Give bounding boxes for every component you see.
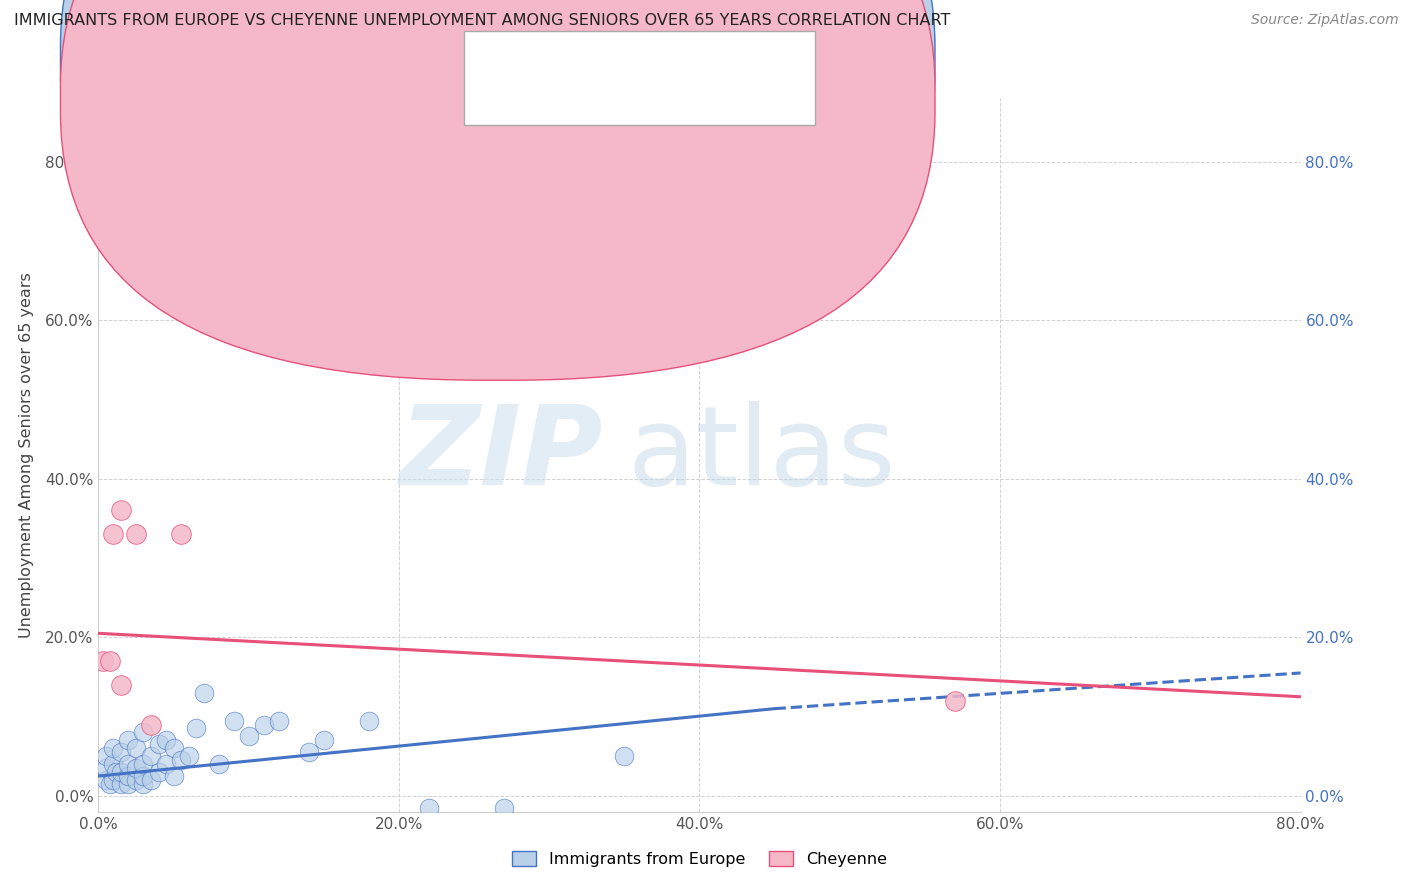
Point: [155, 757, 177, 772]
Point: [132, 757, 155, 772]
Text: atlas: atlas: [627, 401, 896, 508]
Text: 45: 45: [679, 51, 702, 69]
Point: [110, 678, 132, 692]
Point: [110, 765, 132, 780]
Point: [162, 769, 184, 783]
Point: [139, 749, 162, 764]
Text: Source: ZipAtlas.com: Source: ZipAtlas.com: [1251, 13, 1399, 28]
Point: [132, 769, 155, 783]
Point: [155, 733, 177, 747]
Point: [94, 749, 117, 764]
Point: [267, 714, 290, 728]
Point: [100, 654, 122, 668]
Y-axis label: Unemployment Among Seniors over 65 years: Unemployment Among Seniors over 65 years: [18, 272, 34, 638]
Point: [103, 741, 125, 756]
Point: [117, 757, 139, 772]
Text: 11: 11: [679, 90, 707, 108]
Point: [139, 772, 162, 787]
Point: [103, 757, 125, 772]
Point: [418, 801, 440, 815]
Text: IMMIGRANTS FROM EUROPE VS CHEYENNE UNEMPLOYMENT AMONG SENIORS OVER 65 YEARS CORR: IMMIGRANTS FROM EUROPE VS CHEYENNE UNEMP…: [14, 13, 950, 29]
Point: [148, 765, 170, 780]
Text: N =: N =: [637, 51, 673, 69]
Point: [117, 777, 139, 791]
Point: [943, 694, 966, 708]
Point: [103, 527, 125, 541]
Point: [132, 725, 155, 739]
Text: R =: R =: [522, 51, 558, 69]
Point: [162, 234, 184, 248]
Text: ZIP: ZIP: [399, 401, 603, 508]
Point: [100, 777, 122, 791]
Point: [298, 745, 321, 759]
Point: [125, 772, 148, 787]
FancyBboxPatch shape: [60, 0, 935, 380]
Point: [117, 733, 139, 747]
FancyBboxPatch shape: [60, 0, 935, 341]
Point: [162, 741, 184, 756]
Point: [91, 654, 114, 668]
Point: [208, 757, 231, 772]
Point: [139, 717, 162, 731]
Point: [312, 733, 335, 747]
Point: [238, 730, 260, 744]
Point: [253, 717, 276, 731]
Text: N =: N =: [637, 90, 673, 108]
Point: [125, 741, 148, 756]
Point: [184, 722, 207, 736]
Point: [177, 749, 200, 764]
Point: [125, 761, 148, 775]
Point: [103, 772, 125, 787]
Point: [105, 765, 128, 780]
Point: [494, 801, 516, 815]
Point: [125, 527, 148, 541]
Point: [357, 714, 380, 728]
Point: [613, 749, 636, 764]
Point: [170, 527, 193, 541]
Text: -0.123: -0.123: [567, 90, 626, 108]
Point: [132, 777, 155, 791]
Point: [110, 745, 132, 759]
Legend: Immigrants from Europe, Cheyenne: Immigrants from Europe, Cheyenne: [505, 844, 894, 875]
Point: [148, 737, 170, 751]
Point: [222, 714, 245, 728]
Point: [110, 503, 132, 517]
Point: [110, 777, 132, 791]
Text: R =: R =: [522, 90, 558, 108]
Point: [94, 761, 117, 775]
Point: [170, 753, 193, 767]
Point: [94, 772, 117, 787]
Text: 0.306: 0.306: [567, 51, 619, 69]
Point: [193, 686, 215, 700]
Point: [117, 769, 139, 783]
